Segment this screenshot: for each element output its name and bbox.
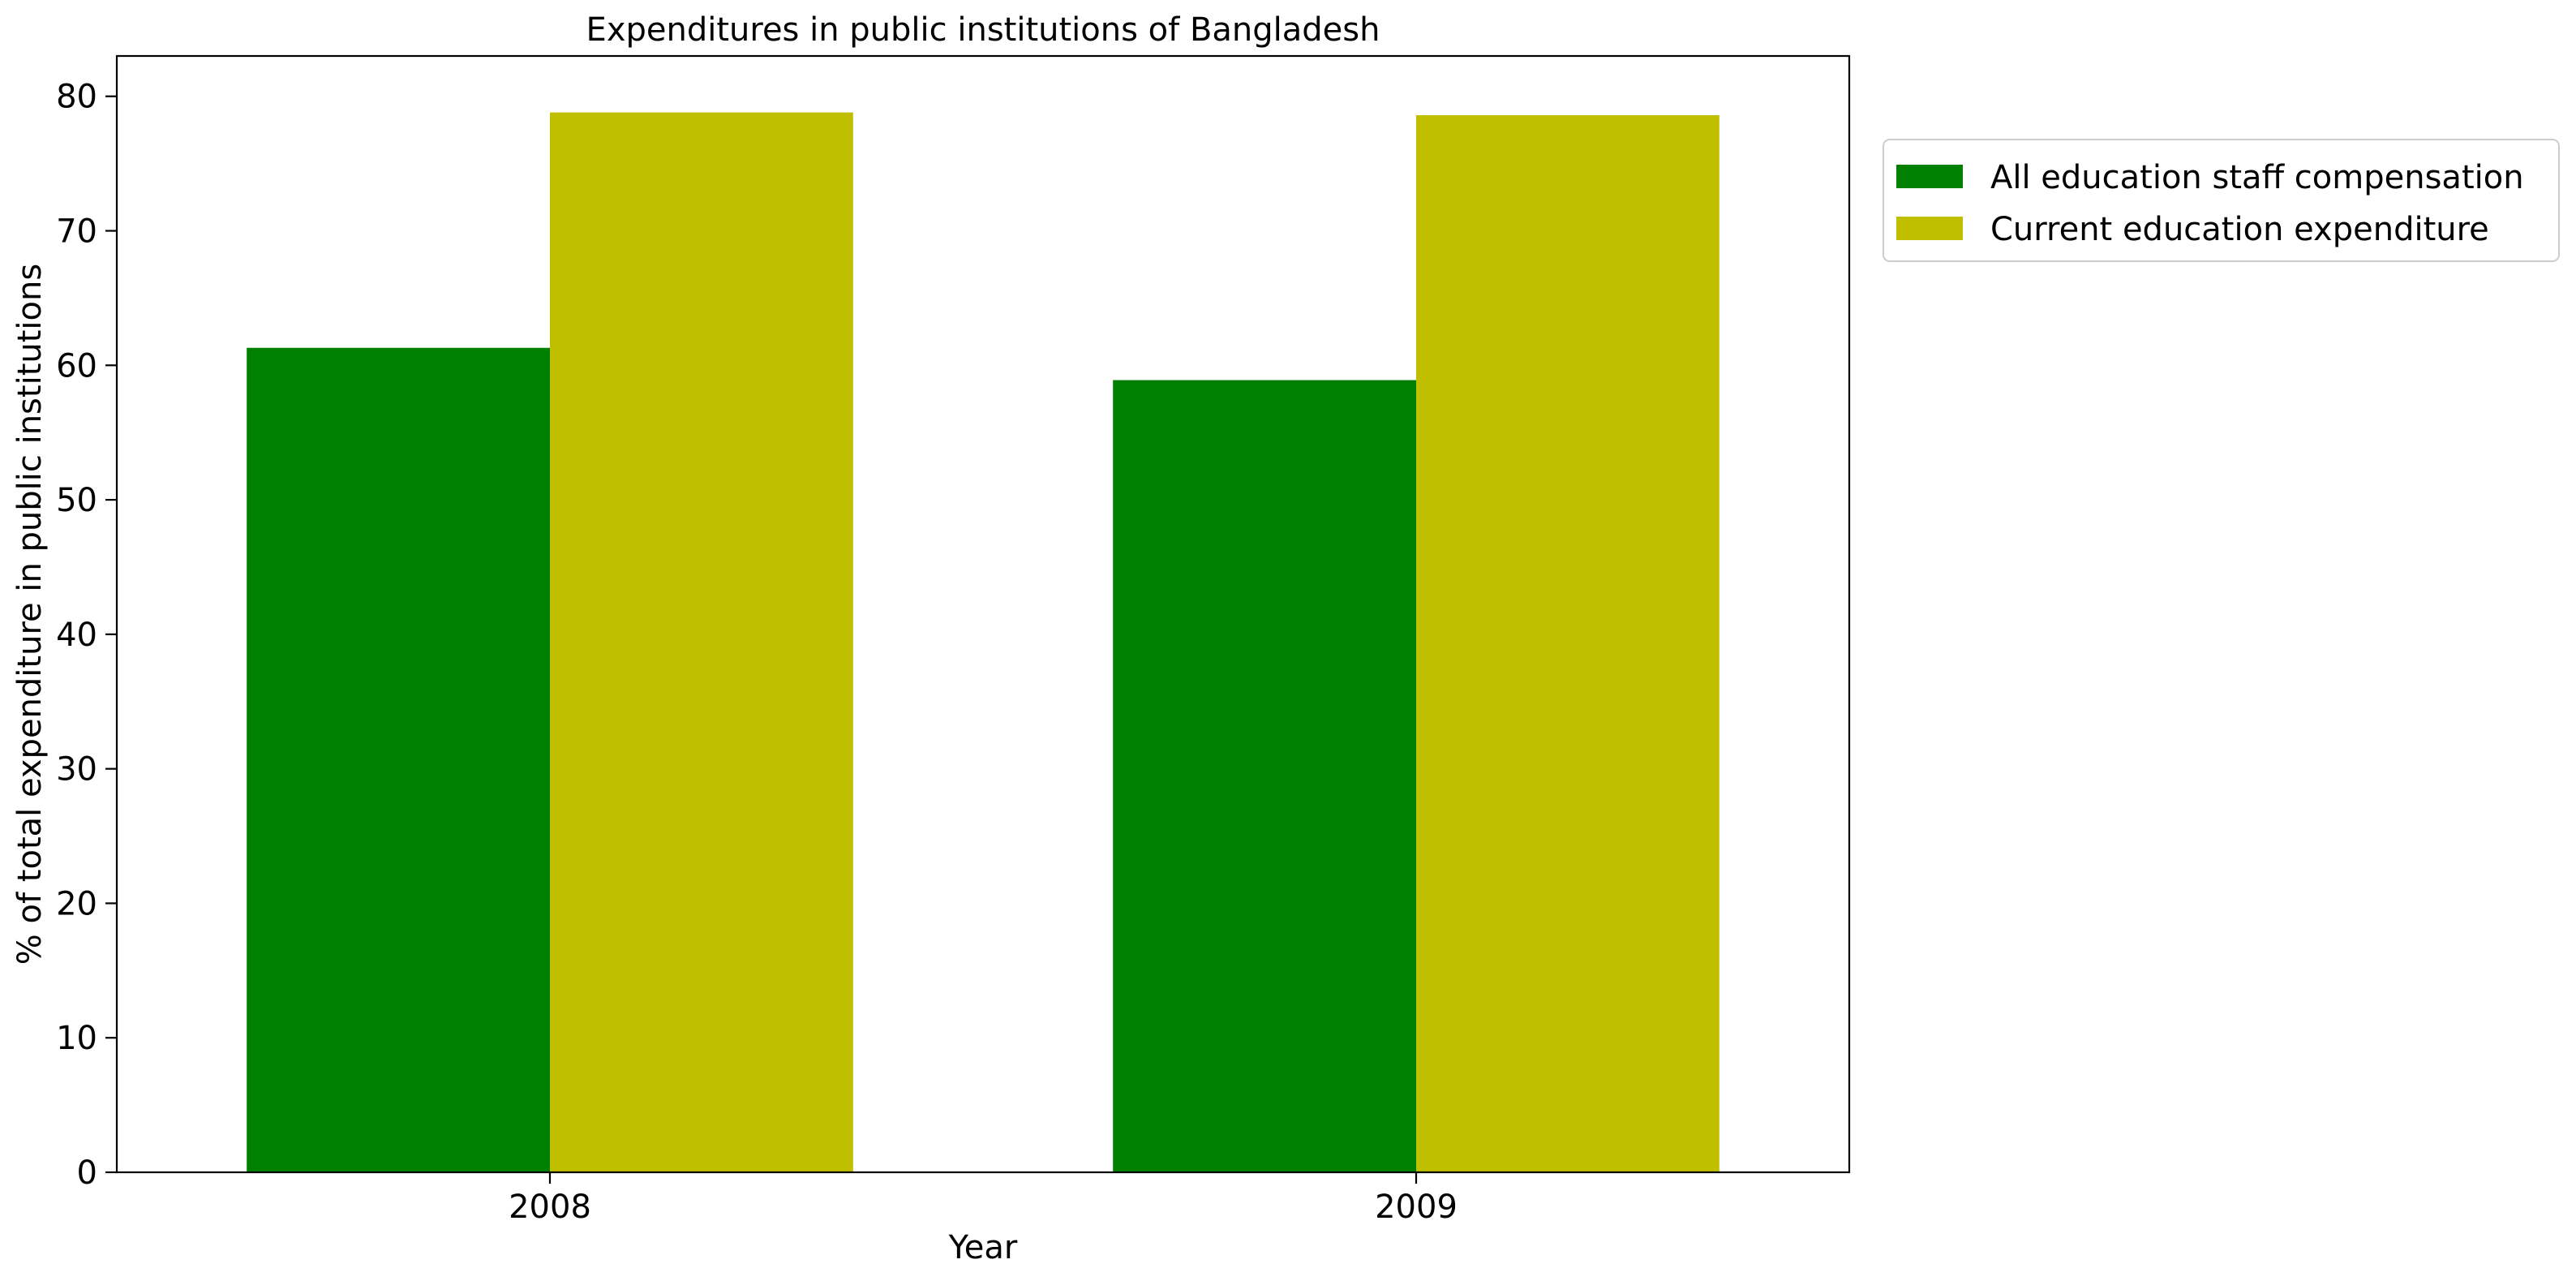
legend-swatch-staff-compensation	[1896, 165, 1963, 188]
y-axis: 0 10 20 30 40 50 60 70 80	[56, 79, 117, 1192]
bar-2009-series-0	[1113, 380, 1416, 1172]
legend-swatch-current-expenditure	[1896, 217, 1963, 240]
bar-2008-series-1	[550, 112, 853, 1172]
chart-title: Expenditures in public institutions of B…	[586, 11, 1380, 49]
x-axis: 2008 2009	[509, 1172, 1458, 1226]
x-axis-label: Year	[948, 1229, 1018, 1266]
y-tick-label: 10	[56, 1020, 97, 1057]
legend-label-current-expenditure: Current education expenditure	[1990, 211, 2489, 248]
plot-frame	[115, 54, 1851, 1174]
y-tick-label: 0	[77, 1154, 97, 1192]
y-tick-label: 80	[56, 79, 97, 116]
y-tick-label: 70	[56, 213, 97, 251]
bars-layer	[247, 112, 1719, 1173]
legend-frame	[1883, 139, 2560, 262]
y-tick-label: 60	[56, 347, 97, 385]
y-tick-label: 50	[56, 482, 97, 519]
bar-2008-series-0	[247, 347, 550, 1172]
legend: All education staff compensation Current…	[1883, 139, 2560, 262]
y-tick-label: 30	[56, 751, 97, 789]
legend-label-staff-compensation: All education staff compensation	[1990, 159, 2524, 196]
bar-2009-series-1	[1416, 114, 1719, 1173]
y-tick-label: 20	[56, 885, 97, 922]
y-tick-label: 40	[56, 617, 97, 654]
x-tick-label: 2008	[509, 1189, 591, 1226]
y-axis-label: % of total expenditure in public institu…	[11, 264, 49, 965]
x-tick-label: 2009	[1375, 1189, 1458, 1226]
